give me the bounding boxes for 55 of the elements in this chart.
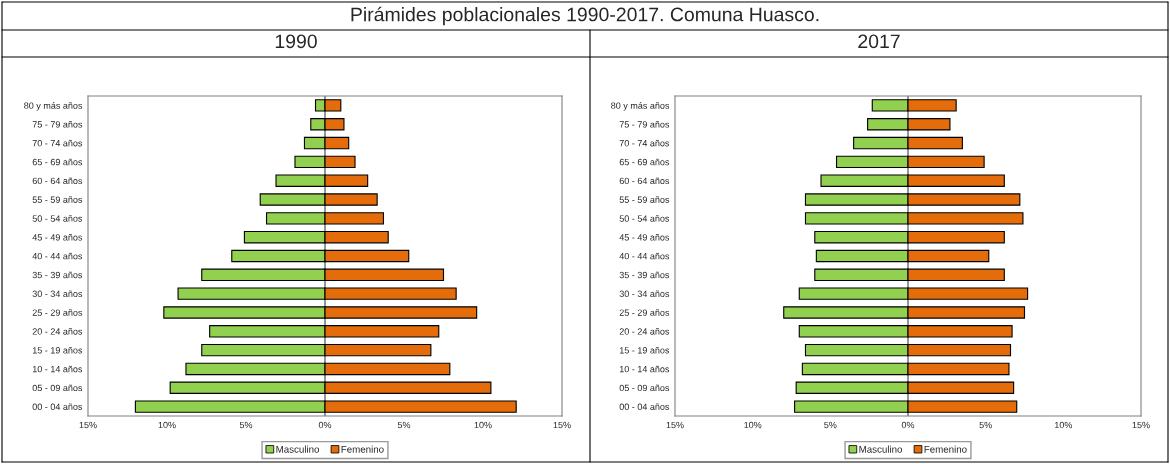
y-tick-label: 10 - 14 años [32,365,83,373]
x-tick-label: 0% [901,421,915,429]
y-tick-label: 55 - 59 años [619,196,670,203]
y-tick-label: 25 - 29 años [619,309,670,316]
y-tick-label: 35 - 39 años [619,271,670,279]
y-tick-label: 45 - 49 años [619,233,670,241]
y-tick-label: 00 - 04 años [619,403,670,410]
y-tick-label: 30 - 34 años [32,290,83,298]
y-tick-label: 50 - 54 años [619,215,670,222]
y-tick-label: 05 - 09 años [619,384,670,392]
x-tick-label: 15% [1132,421,1150,429]
legend-label: Femenino [341,445,384,453]
y-tick-label: 35 - 39 años [32,271,83,279]
chart-subtitle: 2017 [858,34,900,49]
y-tick-label: 65 - 69 años [619,158,670,166]
x-tick-label: 5% [979,421,992,429]
x-tick-label: 10% [1054,421,1073,429]
y-tick-label: 70 - 74 años [619,139,670,147]
x-tick-label: 5% [824,421,837,429]
y-tick-label: 40 - 44 años [32,252,83,260]
y-tick-label: 20 - 24 años [619,328,670,335]
y-tick-label: 70 - 74 años [32,139,83,147]
y-tick-label: 50 - 54 años [32,215,83,222]
y-tick-label: 15 - 19 años [619,346,670,354]
y-tick-label: 60 - 64 años [619,177,670,185]
x-tick-label: 10% [474,421,492,429]
x-tick-label: 15% [666,421,684,429]
y-tick-label: 05 - 09 años [32,384,83,392]
y-tick-label: 60 - 64 años [32,177,83,185]
x-tick-label: 5% [397,421,411,429]
y-tick-label: 75 - 79 años [619,121,670,128]
legend-label: Masculino [859,445,903,453]
y-tick-label: 80 y más años [611,102,670,111]
x-tick-label: 15% [553,421,571,429]
y-tick-label: 80 y más años [24,102,83,111]
chart-subtitle: 1990 [275,34,317,49]
y-tick-label: 45 - 49 años [32,233,83,241]
chart-title: Pirámides poblacionales 1990-2017. Comuna Huasco. [351,6,819,26]
x-tick-label: 10% [158,421,176,429]
y-tick-label: 15 - 19 años [32,346,83,354]
y-tick-label: 10 - 14 años [619,365,670,373]
y-tick-label: 20 - 24 años [32,328,83,335]
y-tick-label: 55 - 59 años [32,196,83,203]
legend-label: Femenino [924,445,967,453]
y-tick-label: 40 - 44 años [619,252,670,260]
y-tick-label: 65 - 69 años [32,158,83,166]
x-tick-label: 5% [239,421,253,429]
legend-label: Masculino [276,445,320,453]
y-tick-label: 00 - 04 años [32,403,83,410]
x-tick-label: 10% [744,421,762,429]
y-tick-label: 25 - 29 años [32,309,83,316]
x-tick-label: 0% [318,421,332,429]
y-tick-label: 75 - 79 años [32,121,83,128]
x-tick-label: 15% [79,421,97,429]
y-tick-label: 30 - 34 años [619,290,670,298]
